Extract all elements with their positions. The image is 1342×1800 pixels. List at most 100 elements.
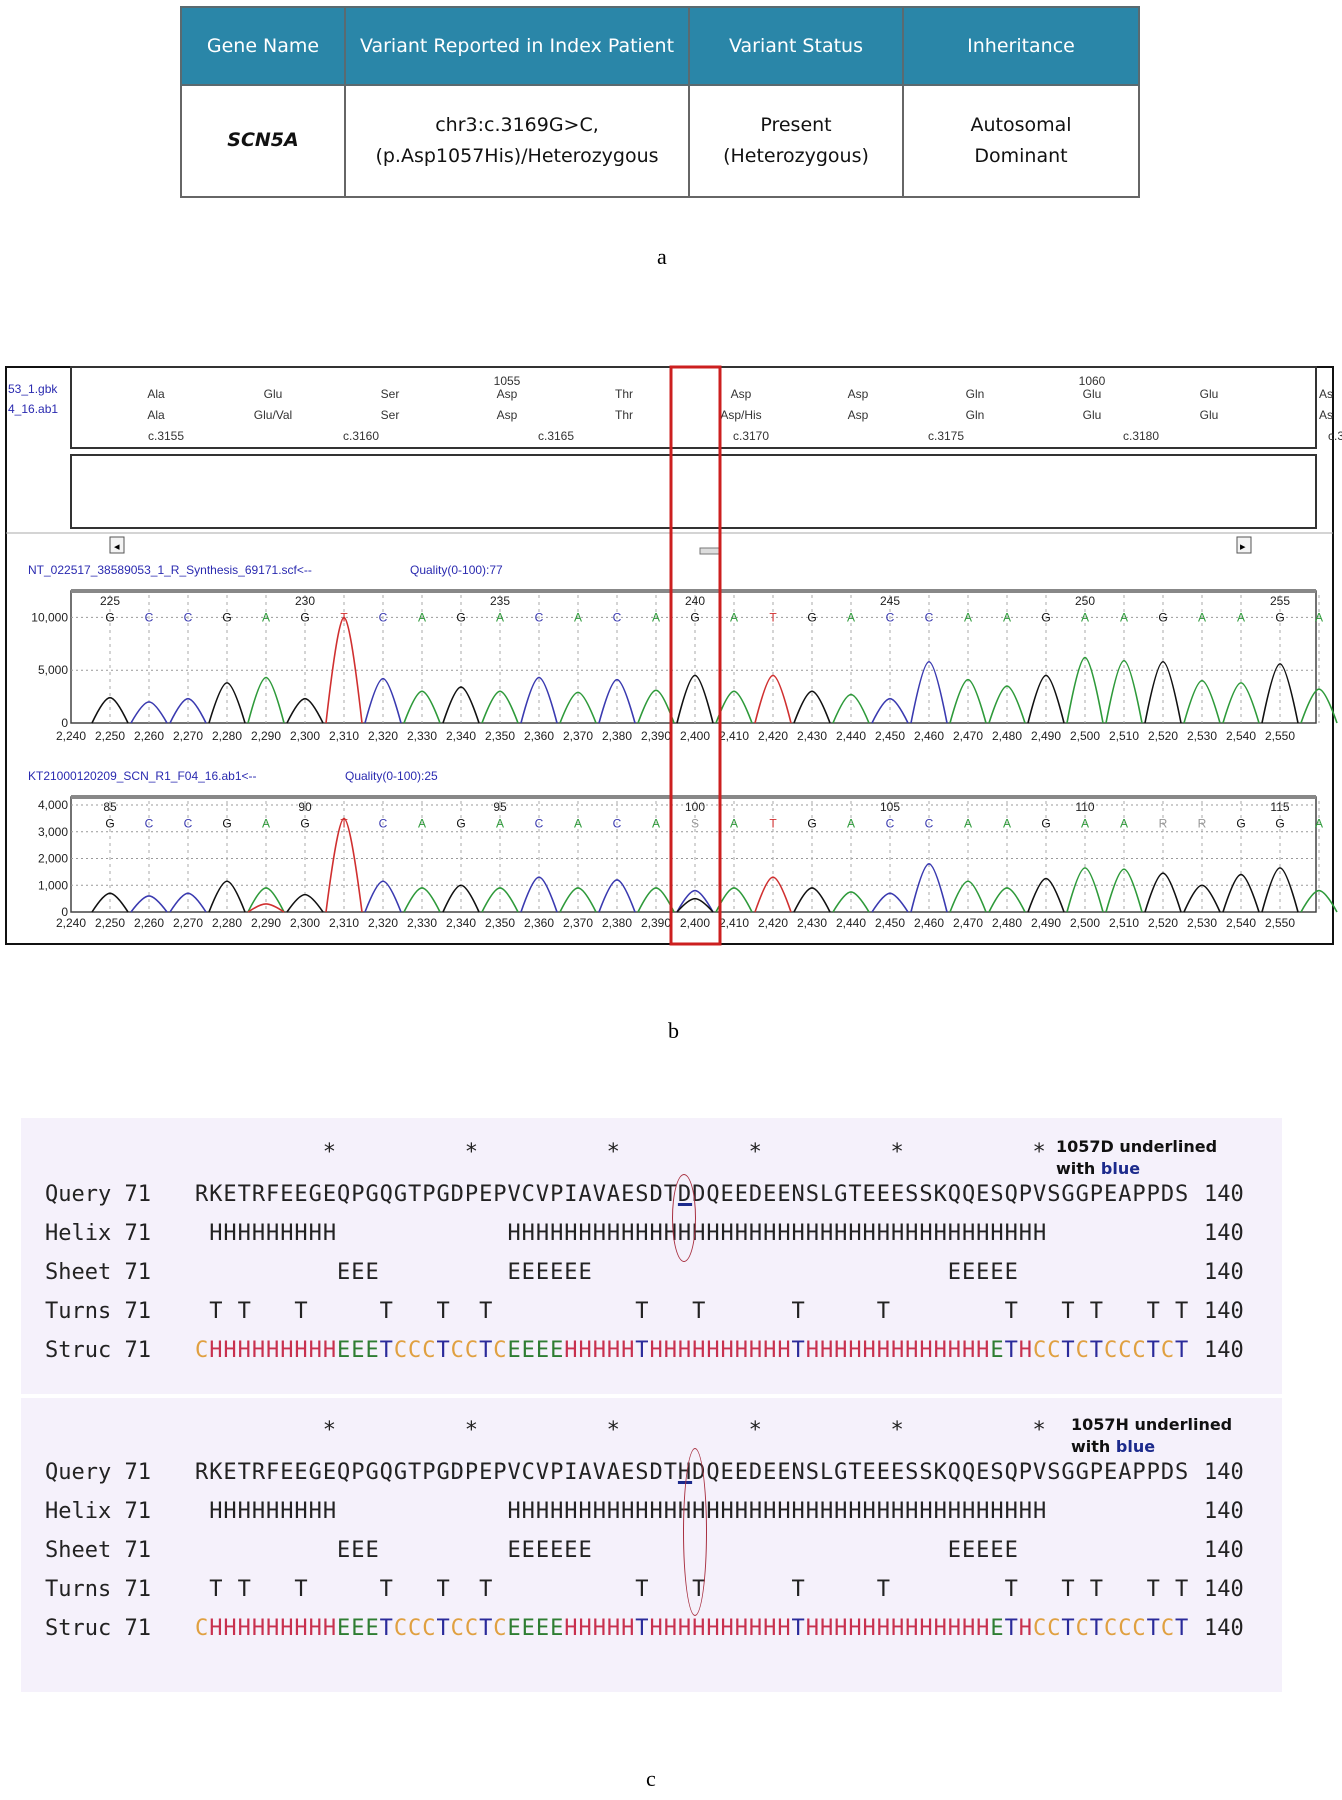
- residue: H: [763, 1499, 778, 1524]
- residue: E: [976, 1182, 991, 1207]
- trace-peak: [91, 892, 129, 913]
- residue: H: [592, 1338, 607, 1363]
- residue: [365, 1299, 379, 1324]
- base-call: C: [184, 817, 193, 831]
- base-number: 95: [493, 800, 507, 814]
- residue: H: [692, 1338, 707, 1363]
- residue: [1147, 1260, 1161, 1285]
- header-variant-reported: Variant Reported in Index Patient: [344, 6, 690, 86]
- residue: H: [692, 1616, 707, 1641]
- residue: H: [805, 1221, 820, 1246]
- cdna-label: c.3155: [148, 429, 184, 443]
- x-tick-label: 2,550: [1265, 916, 1295, 930]
- residue: C: [464, 1338, 480, 1363]
- residue: [422, 1299, 436, 1324]
- residue: H: [791, 1499, 806, 1524]
- aa-reference: Glu: [1083, 387, 1102, 401]
- x-tick-label: 2,310: [329, 916, 359, 930]
- residue: T: [1061, 1577, 1076, 1602]
- base-call: G: [1275, 817, 1284, 831]
- residue: [1161, 1299, 1175, 1324]
- x-tick-label: 2,370: [563, 916, 593, 930]
- residue: T: [436, 1616, 451, 1641]
- residue: [451, 1221, 465, 1246]
- residue: E: [621, 1182, 636, 1207]
- base-call: C: [145, 817, 154, 831]
- trace-peak: [1066, 867, 1104, 913]
- residue: H: [564, 1616, 579, 1641]
- residue: [934, 1577, 948, 1602]
- aa-reference: Ser: [381, 387, 400, 401]
- cdna-label: c.3160: [343, 429, 379, 443]
- residue: C: [408, 1338, 423, 1363]
- residue: E: [578, 1260, 593, 1285]
- residue: [209, 1260, 223, 1285]
- residue: [891, 1538, 905, 1563]
- residue: [451, 1260, 465, 1285]
- scrollbar-thumb[interactable]: [699, 547, 721, 555]
- residue: H: [905, 1221, 920, 1246]
- residue: L: [819, 1460, 835, 1485]
- y-tick-label: 2,000: [38, 852, 68, 866]
- scroll-left-button[interactable]: [109, 536, 125, 554]
- residue: [280, 1538, 294, 1563]
- residue: H: [507, 1221, 522, 1246]
- residue: E: [976, 1538, 991, 1563]
- x-tick-label: 2,400: [680, 916, 710, 930]
- residue: [919, 1538, 933, 1563]
- residue: G: [1075, 1182, 1090, 1207]
- base-number: 235: [490, 594, 510, 608]
- residue: E: [507, 1616, 522, 1641]
- base-call: C: [925, 817, 934, 831]
- residue: [1175, 1499, 1189, 1524]
- aa-sample: Glu/Val: [254, 408, 292, 422]
- residue: C: [408, 1616, 423, 1641]
- residue: H: [791, 1221, 806, 1246]
- x-tick-label: 2,250: [95, 729, 125, 743]
- inheritance-line-2: Dominant: [974, 145, 1068, 167]
- residue: [252, 1538, 266, 1563]
- residue: T: [209, 1299, 224, 1324]
- residue: [749, 1538, 763, 1563]
- trace-peak: [715, 887, 753, 913]
- trace-peak: [442, 884, 480, 913]
- base-call: C: [886, 817, 895, 831]
- residue: [806, 1299, 820, 1324]
- x-tick-label: 2,300: [290, 729, 320, 743]
- base-call: C: [379, 817, 388, 831]
- secondary-peak: [676, 897, 714, 913]
- residue: H: [209, 1221, 224, 1246]
- x-tick-label: 2,340: [446, 729, 476, 743]
- note-with: with: [1056, 1159, 1101, 1179]
- trace-peak: [325, 616, 363, 724]
- residue: C: [1132, 1338, 1147, 1363]
- residue: H: [1004, 1499, 1019, 1524]
- x-tick-label: 2,500: [1070, 729, 1100, 743]
- row-label: Sheet 71: [45, 1260, 151, 1285]
- x-tick-label: 2,540: [1226, 916, 1256, 930]
- residue: H: [266, 1221, 281, 1246]
- residue: E: [521, 1260, 536, 1285]
- cdna-label: c.3175: [928, 429, 964, 443]
- residue: [848, 1577, 862, 1602]
- base-call: A: [574, 817, 582, 831]
- variant-highlight-box: [669, 365, 722, 946]
- base-call: A: [1081, 610, 1089, 624]
- residue: H: [564, 1221, 579, 1246]
- header-variant-status: Variant Status: [688, 6, 904, 86]
- residue: [238, 1260, 252, 1285]
- residue: [721, 1577, 735, 1602]
- residue: C: [493, 1616, 508, 1641]
- aa-sample: Thr: [615, 408, 633, 422]
- residue: D: [1160, 1182, 1176, 1207]
- residue: [607, 1299, 621, 1324]
- residue: E: [777, 1460, 792, 1485]
- residue: [976, 1299, 990, 1324]
- residue: [1033, 1577, 1047, 1602]
- scroll-right-button[interactable]: [1236, 536, 1252, 554]
- residue: [436, 1538, 450, 1563]
- residue: Q: [379, 1460, 394, 1485]
- residue: [479, 1499, 493, 1524]
- x-tick-label: 2,380: [602, 729, 632, 743]
- x-tick-label: 2,510: [1109, 729, 1139, 743]
